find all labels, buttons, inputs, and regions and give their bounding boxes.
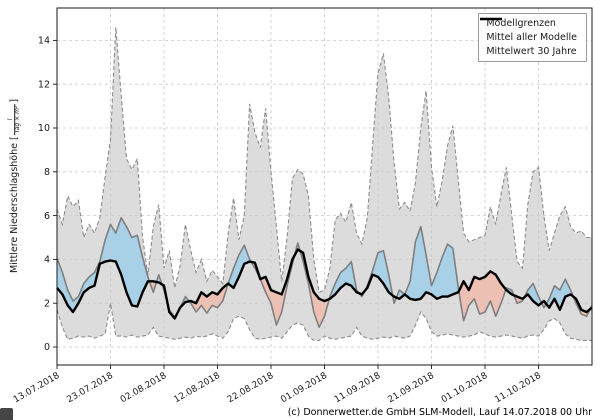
unit-denominator: Tag × m² <box>14 103 22 136</box>
model-range-band <box>57 27 592 341</box>
legend-label: Modellgrenzen <box>486 18 556 29</box>
black-line-swatch-icon <box>480 17 503 21</box>
x-tick-label: 22.08.2018 <box>226 371 276 406</box>
legend-item-30y-mean: Mittelwert 30 Jahre <box>480 17 577 57</box>
above-normal-fill <box>524 283 542 306</box>
legend-label: Mittelwert 30 Jahre <box>486 46 577 57</box>
x-tick-label: 23.07.2018 <box>65 371 115 406</box>
above-normal-fill <box>329 261 360 300</box>
below-normal-fill <box>458 271 506 321</box>
above-normal-fill <box>546 279 574 310</box>
legend-item-model-mean: Mittel aller Modelle <box>480 18 577 43</box>
y-tick-label: 4 <box>44 255 50 266</box>
x-tick-label: 01.09.2018 <box>279 371 329 406</box>
y-tick-label: 2 <box>44 298 50 309</box>
x-tick-label: 02.08.2018 <box>119 371 169 406</box>
above-normal-fill <box>228 245 252 288</box>
y-tick-label: 0 <box>44 342 50 353</box>
below-normal-fill <box>300 251 330 328</box>
x-tick-label: 11.10.2018 <box>493 371 543 406</box>
y-axis-unit-fraction: l Tag × m² <box>7 103 22 136</box>
logo-fragment <box>0 408 13 420</box>
x-tick-label: 13.07.2018 <box>12 371 62 406</box>
y-tick-label: 6 <box>44 211 50 222</box>
y-axis-label-prefix: Mittlere Niederschlagshöhe [ <box>9 136 21 274</box>
y-axis-label: Mittlere Niederschlagshöhe [l Tag × m²] <box>7 98 22 274</box>
mean-30y-line <box>56 248 593 320</box>
x-tick-label: 21.09.2018 <box>386 371 436 406</box>
x-tick-label: 11.09.2018 <box>333 371 383 406</box>
y-axis-label-suffix: ] <box>9 98 21 103</box>
y-tick-label: 14 <box>38 36 50 47</box>
legend-label: Mittel aller Modelle <box>486 32 577 43</box>
model-mean-line <box>56 217 593 329</box>
y-tick-label: 10 <box>38 123 50 134</box>
legend: Modellgrenzen Mittel aller Modelle Mitte… <box>478 13 587 62</box>
x-tick-label: 12.08.2018 <box>172 371 222 406</box>
lower-bound-line <box>56 303 592 341</box>
y-tick-label: 8 <box>44 167 50 178</box>
copyright-caption: (c) Donnerwetter.de GmbH SLM-Modell, Lau… <box>287 407 592 418</box>
y-tick-label: 12 <box>38 79 50 90</box>
x-tick-label: 01.10.2018 <box>440 371 490 406</box>
